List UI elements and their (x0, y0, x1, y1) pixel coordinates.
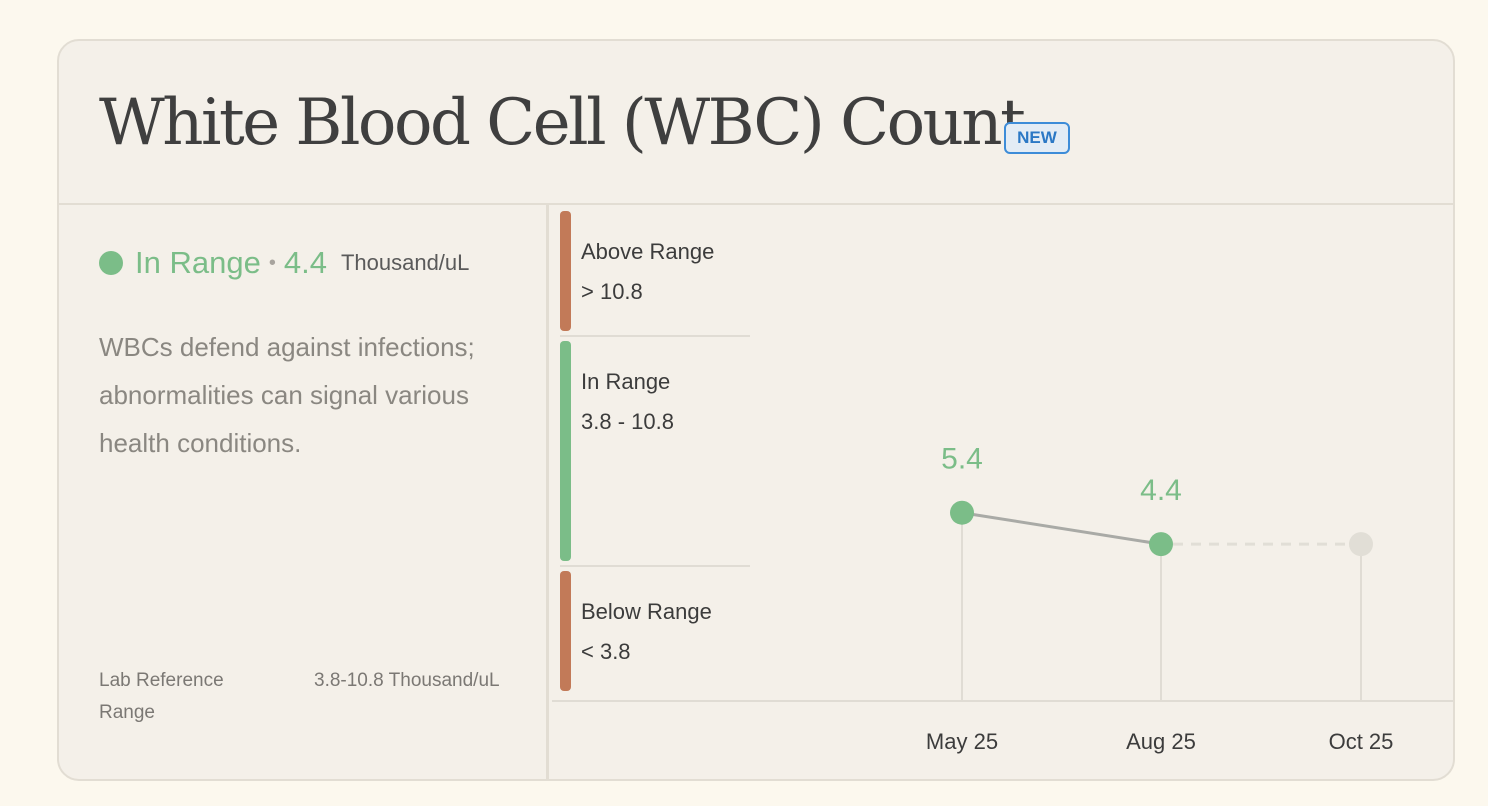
status-label: In Range (135, 245, 261, 280)
x-tick-label-1: Aug 25 (1126, 729, 1196, 754)
band-bar-2 (560, 571, 571, 691)
x-tick-label-2: Oct 25 (1329, 729, 1394, 754)
new-badge: NEW (1004, 122, 1070, 154)
reference-value: 3.8-10.8 Thousand/uL (314, 670, 500, 691)
data-point-1 (1149, 532, 1173, 557)
band-range-0: > 10.8 (581, 279, 643, 304)
band-label-2: Below Range (581, 599, 712, 624)
band-bar-1 (560, 341, 571, 561)
reference-label: Lab Reference Range (99, 670, 224, 723)
data-point-0 (950, 500, 974, 525)
status-dot-icon (99, 251, 123, 275)
series-line-0 (961, 511, 1162, 546)
band-range-2: < 3.8 (581, 639, 631, 664)
summary-panel: In Range • 4.4 Thousand/uL WBCs defend a… (59, 203, 549, 779)
wbc-card: White Blood Cell (WBC) Count NEW In Rang… (57, 39, 1455, 781)
card-header: White Blood Cell (WBC) Count NEW (59, 41, 1453, 205)
status-row: In Range • 4.4 Thousand/uL (99, 241, 469, 285)
band-bar-0 (560, 211, 571, 331)
band-label-1: In Range (581, 369, 670, 394)
status-separator: • (268, 251, 276, 274)
page-title: White Blood Cell (WBC) Count (99, 86, 1026, 160)
description: WBCs defend against infections; abnormal… (99, 332, 475, 458)
trend-chart: Above Range > 10.8 In Range 3.8 - 10.8 Below… (552, 203, 1453, 779)
band-range-1: 3.8 - 10.8 (581, 409, 674, 434)
x-tick-label-0: May 25 (926, 729, 998, 754)
trend-chart-svg: Above Range > 10.8 In Range 3.8 - 10.8 Below… (552, 211, 1453, 754)
future-point-2 (1349, 532, 1373, 557)
data-label-0: 5.4 (941, 443, 983, 476)
band-label-0: Above Range (581, 239, 714, 264)
status-value: 4.4 (283, 245, 327, 280)
status-unit: Thousand/uL (340, 250, 470, 275)
data-label-1: 4.4 (1140, 474, 1182, 507)
